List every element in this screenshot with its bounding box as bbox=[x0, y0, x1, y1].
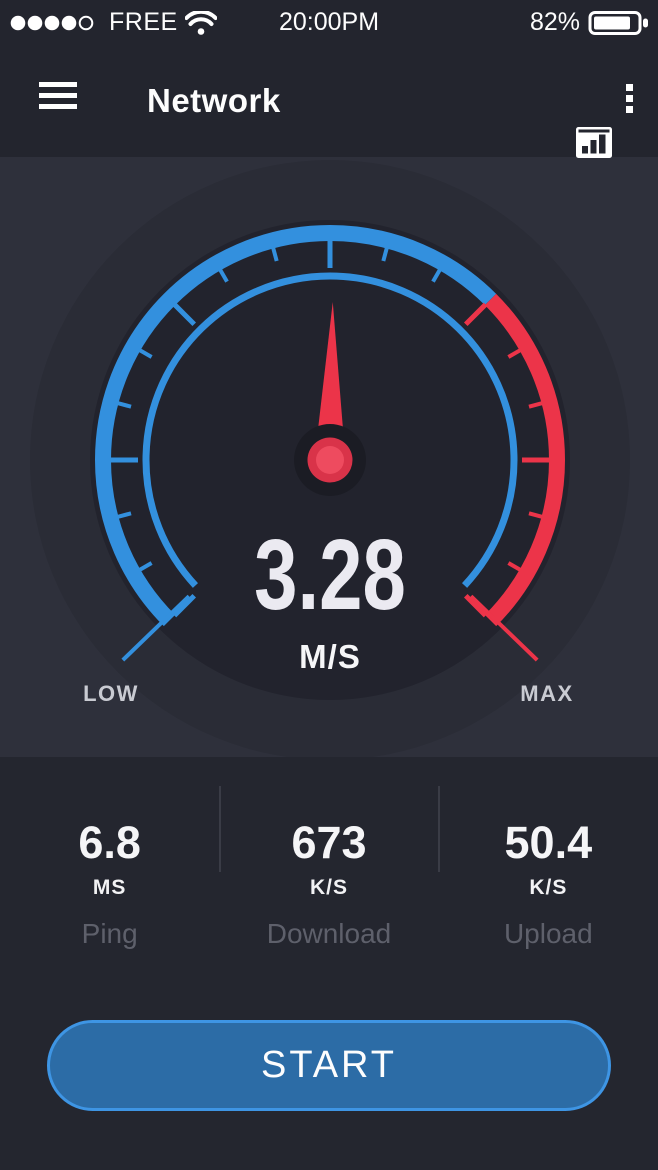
carrier-label: FREE bbox=[109, 8, 178, 36]
gauge-inner-arc bbox=[142, 272, 518, 588]
app-header: Network bbox=[0, 45, 658, 158]
stats-divider bbox=[438, 786, 440, 872]
stats-divider bbox=[219, 786, 221, 872]
gauge-tick bbox=[271, 246, 279, 262]
stat-ping: 6.8 MS Ping bbox=[0, 820, 219, 950]
gauge-section: 3.28 M/S LOW MAX bbox=[0, 157, 658, 760]
gauge-value: 3.28 bbox=[254, 520, 406, 632]
download-label: Download bbox=[266, 918, 392, 949]
wifi-icon bbox=[184, 10, 217, 35]
clock: 20:00PM bbox=[278, 8, 380, 36]
upload-label: Upload bbox=[503, 918, 593, 949]
gauge-tick bbox=[463, 302, 488, 327]
page-title: Network bbox=[147, 82, 281, 119]
gauge-low-line bbox=[121, 594, 191, 662]
start-button[interactable]: START bbox=[47, 1020, 611, 1111]
ping-label: Ping bbox=[81, 918, 138, 949]
gauge-tick bbox=[116, 511, 132, 519]
gauge-tick bbox=[172, 593, 197, 618]
gauge-arc-blue bbox=[95, 225, 497, 627]
ping-value: 6.8 bbox=[78, 817, 141, 868]
speed-gauge: 3.28 M/S LOW MAX bbox=[30, 160, 630, 760]
upload-unit: K/S bbox=[529, 876, 568, 899]
gauge-tick bbox=[138, 348, 153, 359]
gauge-max-label: MAX bbox=[520, 681, 573, 706]
gauge-tick bbox=[528, 511, 544, 519]
gauge-low-label: LOW bbox=[83, 681, 139, 706]
gauge-tick bbox=[507, 348, 522, 359]
signal-strength-icon bbox=[10, 15, 94, 30]
menu-icon[interactable] bbox=[39, 82, 77, 109]
ping-unit: MS bbox=[92, 876, 127, 899]
results-section: 6.8 MS Ping 673 K/S Download 50.4 K/S Up… bbox=[0, 757, 658, 1170]
stat-upload: 50.4 K/S Upload bbox=[439, 820, 658, 950]
battery-icon bbox=[588, 10, 648, 35]
gauge-max-line bbox=[469, 594, 539, 662]
gauge-tick bbox=[463, 593, 488, 618]
download-unit: K/S bbox=[309, 876, 348, 899]
upload-value: 50.4 bbox=[504, 817, 593, 868]
battery-percent: 82% bbox=[529, 8, 580, 36]
gauge-hub-center bbox=[316, 446, 344, 474]
gauge-tick bbox=[116, 401, 132, 409]
stats-row: 6.8 MS Ping 673 K/S Download 50.4 K/S Up… bbox=[0, 757, 658, 950]
history-stats-button[interactable] bbox=[576, 127, 612, 158]
gauge-tick bbox=[431, 268, 442, 283]
status-bar-right: 82% bbox=[530, 0, 650, 45]
gauge-arc-red bbox=[484, 293, 565, 627]
gauge-tick bbox=[138, 561, 153, 572]
gauge-tick bbox=[381, 246, 389, 262]
gauge-needle bbox=[314, 302, 346, 461]
status-bar: FREE 20:00PM 82% bbox=[0, 0, 658, 45]
gauge-tick bbox=[218, 268, 229, 283]
overflow-menu-icon[interactable] bbox=[626, 84, 634, 119]
gauge-tick bbox=[507, 561, 522, 572]
gauge-tick bbox=[172, 302, 197, 327]
stat-download: 673 K/S Download bbox=[219, 820, 438, 950]
gauge-tick bbox=[528, 401, 544, 409]
bar-chart-icon bbox=[576, 127, 612, 158]
gauge-unit: M/S bbox=[299, 638, 361, 675]
status-bar-left: FREE bbox=[10, 0, 217, 45]
download-value: 673 bbox=[291, 817, 367, 868]
